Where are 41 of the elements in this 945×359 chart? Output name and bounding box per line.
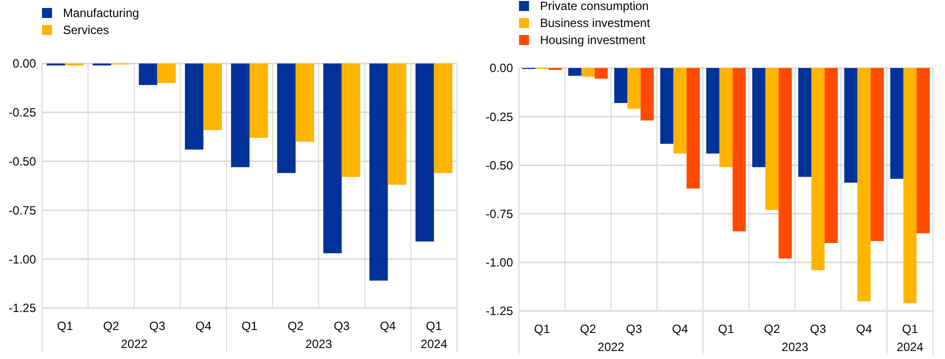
x-tick-label: Q2 [288, 319, 304, 333]
x-tick-label: Q4 [672, 322, 688, 336]
text: 2022 [120, 337, 148, 351]
x-tick-label: Q4 [195, 319, 212, 333]
x-tick-label: Q4 [380, 319, 396, 333]
y-tick-label: -1.25 [486, 304, 514, 318]
x-tick-label: Q2 [103, 319, 120, 333]
x-tick-label: Q4 [856, 322, 872, 336]
legend-label: Services [63, 23, 110, 38]
legend-label: Business investment [540, 16, 651, 30]
legend-label: Housing investment [540, 33, 646, 48]
y-tick-label: -0.75 [486, 207, 514, 221]
text: 2022 [598, 340, 625, 354]
legend-label: Manufacturing [63, 6, 140, 20]
y-tick-label: -0.75 [8, 203, 36, 218]
x-tick-label: Q1 [902, 322, 918, 336]
y-tick-label: 0.00 [490, 61, 514, 76]
x-tick-label: Q1 [426, 319, 442, 333]
y-tick-label: -1.00 [486, 256, 514, 270]
x-tick-label: Q3 [810, 322, 826, 336]
x-tick-label: Q1 [718, 322, 734, 336]
y-tick-label: -0.25 [8, 106, 36, 120]
x-tick-label: Q1 [534, 322, 550, 336]
legend-label: Private consumption [540, 0, 649, 14]
x-tick-label: Q3 [334, 319, 350, 333]
y-tick-label: 0.00 [12, 56, 36, 71]
x-tick-label: Q1 [57, 319, 74, 333]
text: 2024 [420, 337, 448, 351]
x-tick-label: Q3 [626, 322, 642, 336]
text: 2024 [896, 340, 924, 354]
x-tick-label: Q1 [241, 319, 258, 333]
y-tick-label: -1.25 [8, 301, 36, 316]
y-tick-label: -0.50 [8, 154, 36, 168]
text: 2023 [782, 340, 809, 354]
y-tick-label: -1.00 [8, 252, 36, 266]
x-tick-label: Q2 [764, 322, 780, 336]
x-tick-label: Q2 [580, 322, 596, 336]
y-tick-label: -0.50 [486, 158, 514, 172]
x-tick-label: Q3 [149, 319, 166, 333]
y-tick-label: -0.25 [486, 110, 514, 124]
text: 2023 [305, 337, 332, 351]
